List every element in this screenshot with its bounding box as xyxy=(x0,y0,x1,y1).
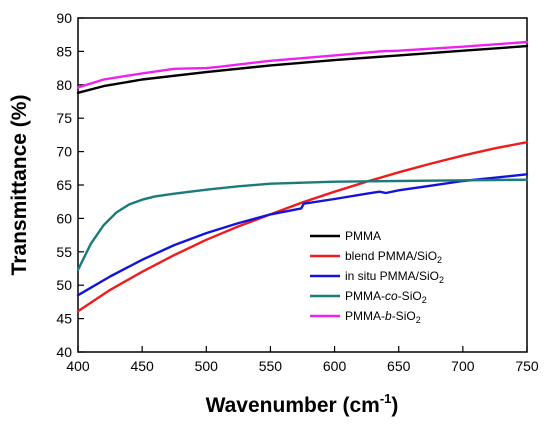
x-tick-label: 750 xyxy=(515,358,539,374)
x-tick-label: 600 xyxy=(323,358,347,374)
x-tick-label: 650 xyxy=(387,358,411,374)
series-layer xyxy=(76,40,529,313)
y-tick-label: 90 xyxy=(56,10,72,26)
x-tick-label: 450 xyxy=(130,358,154,374)
x-tick-label: 400 xyxy=(66,358,90,374)
y-tick-label: 55 xyxy=(56,244,72,260)
legend-label: PMMA-co-SiO2 xyxy=(345,289,427,305)
legend-label: PMMA xyxy=(345,229,381,243)
y-tick-label: 70 xyxy=(56,144,72,160)
x-tick-label: 700 xyxy=(451,358,475,374)
series-line xyxy=(76,173,529,297)
y-tick-label: 50 xyxy=(56,277,72,293)
y-tick-label: 80 xyxy=(56,77,72,93)
y-tick-label: 75 xyxy=(56,110,72,126)
plot-frame xyxy=(77,17,528,353)
x-tick-label: 550 xyxy=(259,358,283,374)
legend-label: blend PMMA/SiO2 xyxy=(345,249,442,265)
y-tick-label: 60 xyxy=(56,210,72,226)
y-tick-label: 85 xyxy=(56,43,72,59)
x-axis-title: Wavenumber (cm-1) xyxy=(206,391,399,417)
y-tick-label: 45 xyxy=(56,311,72,327)
y-tick-label: 65 xyxy=(56,177,72,193)
y-axis-title: Transmittance (%) xyxy=(8,95,31,276)
series-line xyxy=(76,141,529,313)
series-line xyxy=(76,40,529,89)
legend: PMMA blend PMMA/SiO2 in situ PMMA/SiO2 PMMA… xyxy=(310,229,444,325)
x-tick-label: 500 xyxy=(195,358,219,374)
y-tick-label: 40 xyxy=(56,344,72,360)
series-line xyxy=(76,178,529,271)
legend-label: PMMA-b-SiO2 xyxy=(345,309,421,325)
legend-label: in situ PMMA/SiO2 xyxy=(345,269,444,285)
ticks-layer: 400 450 500 550 600 650 700 750 40 45 50 55 60 65 70 75… xyxy=(56,10,538,374)
series-line xyxy=(76,44,529,94)
